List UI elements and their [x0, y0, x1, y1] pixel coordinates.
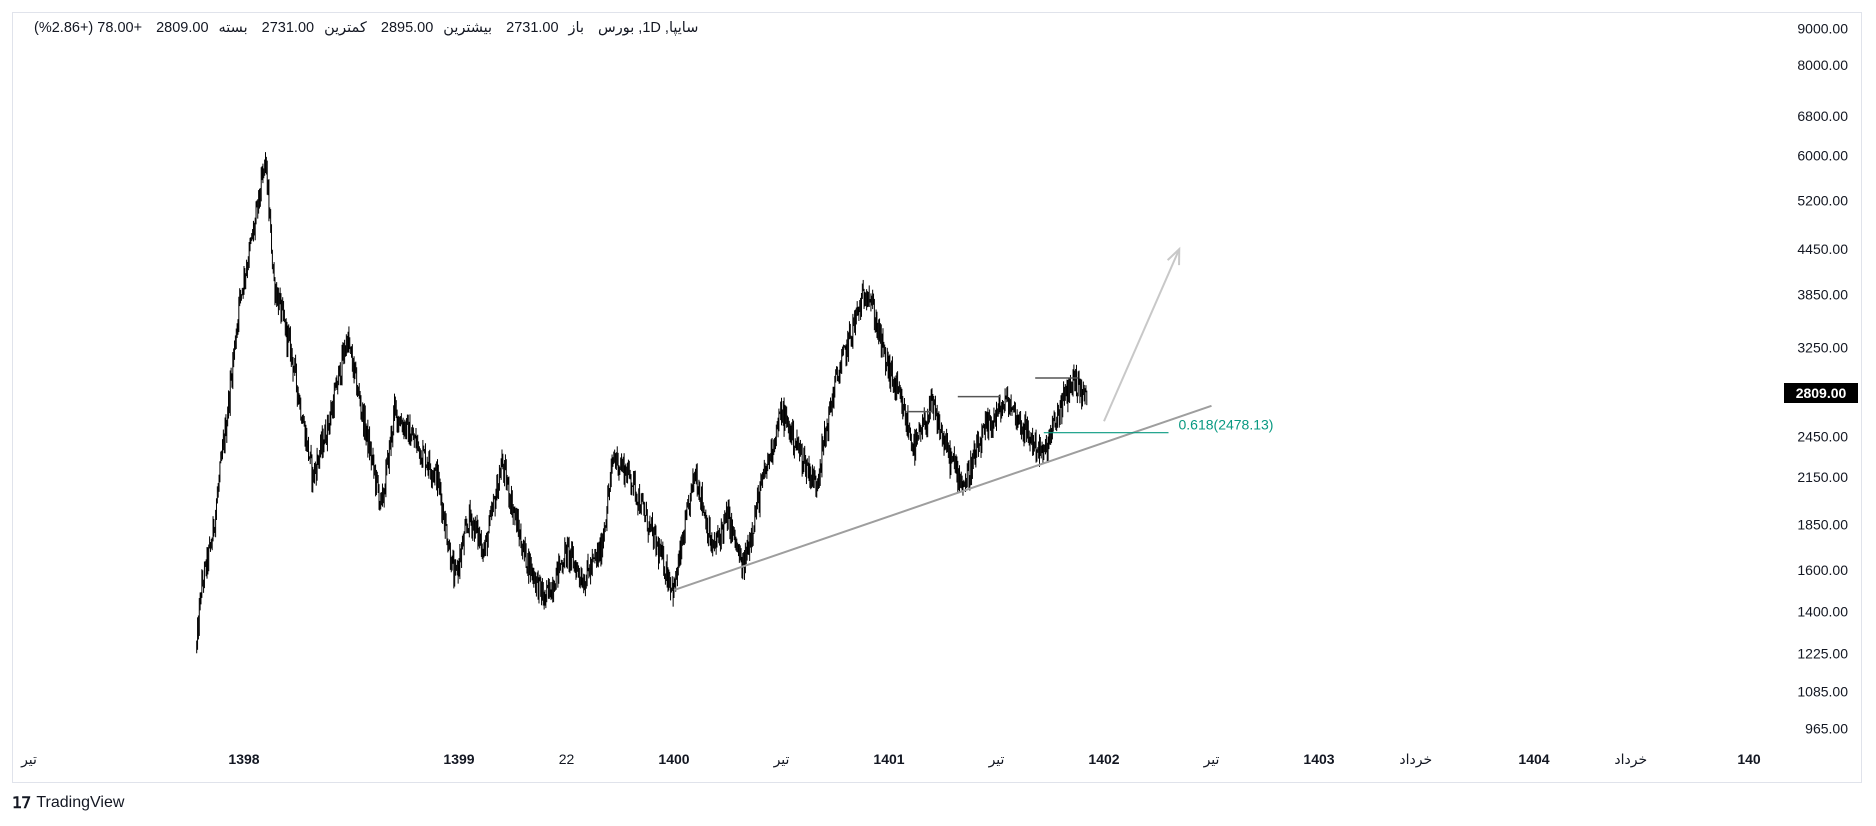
- y-tick-label: 4450.00: [1797, 241, 1848, 257]
- trendline: [673, 404, 1212, 592]
- legend-open-label: باز: [568, 20, 585, 36]
- y-tick-label: 2450.00: [1797, 428, 1848, 444]
- legend-open: 2731.00: [506, 20, 559, 36]
- price-axis: 965.00 1085.00 1225.00 1400.00 1600.00 1850.0…: [1797, 20, 1848, 736]
- y-tick-label: 3850.00: [1797, 287, 1848, 303]
- legend-close-label: بسته: [218, 20, 248, 36]
- y-tick-label: 8000.00: [1797, 57, 1848, 73]
- x-tick-label: 140: [1737, 751, 1761, 767]
- y-tick-label: 1600.00: [1797, 562, 1848, 578]
- x-tick-label: خرداد: [1614, 751, 1647, 768]
- y-tick-label: 1400.00: [1797, 604, 1848, 620]
- legend-change: +78.00 (+2.86%): [34, 20, 143, 36]
- brand-label: TradingView: [36, 794, 125, 811]
- candle-series: [196, 152, 1088, 654]
- projection-arrow-head: [1166, 246, 1181, 266]
- symbol-legend: سایپا, 1D, بورس باز 2731.00 بیشترین 2895.0…: [24, 20, 698, 36]
- y-tick-label: 1850.00: [1797, 516, 1848, 532]
- x-tick-label: تیر: [988, 751, 1005, 768]
- y-tick-label: 1085.00: [1797, 684, 1848, 700]
- x-tick-label: 1402: [1088, 751, 1119, 767]
- legend-high-label: بیشترین: [443, 20, 493, 36]
- x-tick-label: 1399: [443, 751, 474, 767]
- x-tick-label: 1401: [873, 751, 904, 767]
- y-tick-label: 9000.00: [1797, 20, 1848, 36]
- legend-high: 2895.00: [380, 20, 434, 36]
- x-tick-label: تیر: [1203, 751, 1220, 768]
- legend-close: 2809.00: [156, 20, 209, 36]
- x-tick-label: 1404: [1518, 751, 1549, 767]
- y-tick-label: 1225.00: [1797, 646, 1848, 662]
- y-tick-label: 5200.00: [1797, 192, 1848, 208]
- x-tick-label: خرداد: [1399, 751, 1432, 768]
- fib-label: 0.618(2478.13): [1179, 417, 1274, 433]
- x-tick-label: 1398: [228, 751, 259, 767]
- projection-arrow: [1103, 248, 1181, 422]
- y-tick-label: 3250.00: [1797, 340, 1848, 356]
- tradingview-logo-icon: 𝟣𝟩: [12, 795, 31, 812]
- x-tick-label: 1400: [658, 751, 689, 767]
- legend-low: 2731.00: [261, 20, 315, 36]
- y-tick-label: 2150.00: [1797, 469, 1848, 485]
- legend-low-label: کمترین: [324, 20, 367, 36]
- last-price-badge: 2809.00: [1784, 383, 1858, 404]
- y-tick-label: 6000.00: [1797, 147, 1848, 163]
- chart-frame[interactable]: [12, 12, 1862, 783]
- x-tick-label: تیر: [20, 751, 37, 768]
- x-tick-label: 22: [559, 751, 575, 767]
- x-tick-label: 1403: [1303, 751, 1334, 767]
- drawing-overlays: 0.618(2478.13): [673, 246, 1274, 592]
- y-tick-label: 965.00: [1805, 720, 1848, 736]
- x-tick-label: تیر: [773, 751, 790, 768]
- legend-symbol[interactable]: سایپا, 1D, بورس: [598, 20, 699, 36]
- time-axis: تیر 1398 1399 22 1400 تیر 1401 تیر 1402 تیر 1403 خر…: [20, 751, 1761, 768]
- y-tick-label: 6800.00: [1797, 108, 1848, 124]
- tradingview-brand[interactable]: 𝟣𝟩 TradingView: [12, 793, 124, 813]
